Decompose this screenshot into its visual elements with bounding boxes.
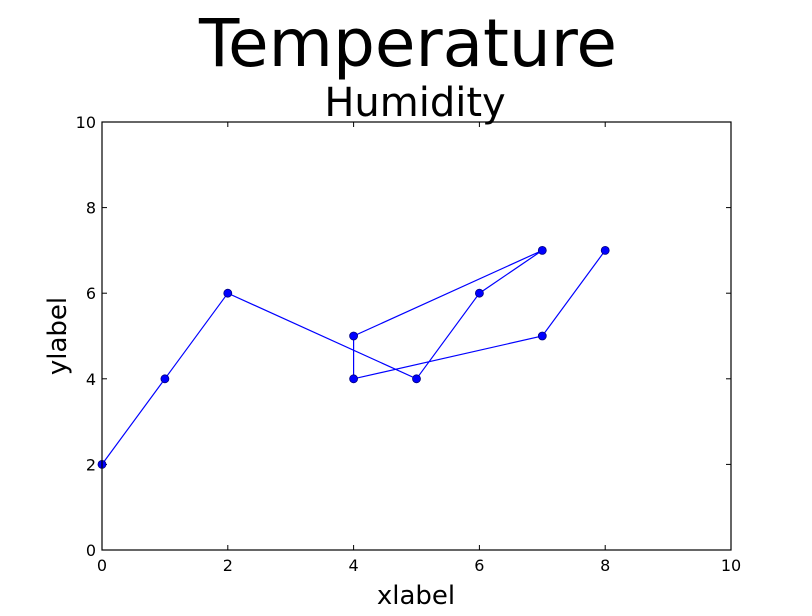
x-tick-label: 10 (721, 556, 741, 575)
data-point (600, 245, 610, 255)
y-tick-label: 10 (76, 113, 96, 132)
plot-area-frame (101, 121, 732, 551)
series-line (101, 249, 606, 465)
x-tick-label: 0 (97, 556, 107, 575)
data-point (474, 288, 484, 298)
data-point (349, 331, 359, 341)
x-tick-label: 2 (223, 556, 233, 575)
y-tick-label: 6 (86, 284, 96, 303)
y-tick-label: 2 (86, 455, 96, 474)
chart-title: Humidity (324, 80, 505, 126)
data-point (412, 374, 421, 384)
x-tick-label: 6 (474, 556, 484, 575)
data-point (537, 331, 547, 341)
x-tick-label: 4 (349, 556, 359, 575)
y-tick-label: 0 (86, 541, 96, 560)
y-tick-label: 4 (86, 370, 96, 389)
data-point (223, 288, 233, 298)
series-layer (97, 245, 610, 469)
ticks: 0 2 4 6 8 10 0 2 4 6 8 10 (76, 113, 742, 575)
x-tick-label: 8 (600, 556, 610, 575)
data-point (349, 374, 359, 384)
chart-suptitle: Temperature (198, 5, 617, 82)
y-axis-label: ylabel (43, 297, 73, 375)
data-point (160, 374, 170, 384)
y-tick-label: 8 (86, 199, 96, 218)
data-point (537, 245, 547, 255)
x-axis-label: xlabel (377, 581, 455, 611)
